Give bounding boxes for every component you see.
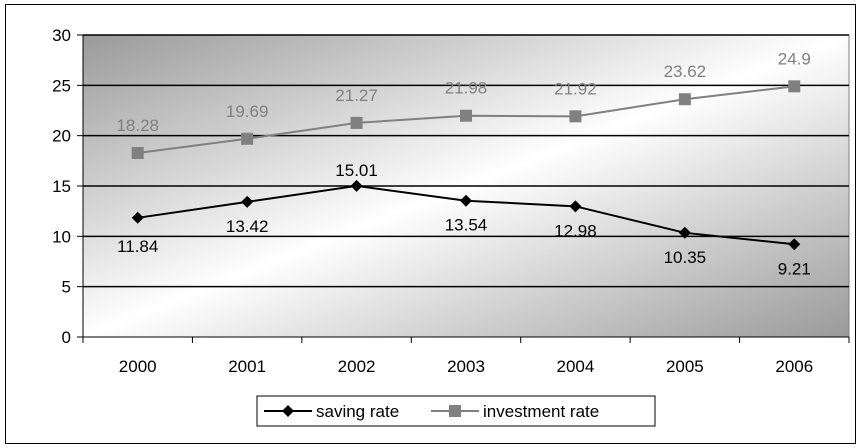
legend-label: investment rate [483, 402, 599, 421]
gridlines [83, 34, 849, 288]
series-saving-rate: 11.84 13.42 15.01 13.54 12.98 10.35 9.21 [117, 161, 811, 278]
y-tick-label: 25 [52, 76, 71, 95]
y-tick-label: 10 [52, 227, 71, 246]
data-label: 11.84 [117, 237, 158, 256]
data-point [350, 179, 363, 192]
data-label: 9.21 [778, 259, 811, 278]
data-point [131, 146, 144, 159]
data-point [241, 195, 254, 208]
data-point [678, 226, 691, 239]
data-point [131, 211, 144, 224]
data-point [350, 116, 363, 129]
data-point [460, 194, 472, 207]
data-point [241, 132, 254, 145]
y-axis-ticks: 0 5 10 15 20 25 30 [52, 26, 83, 347]
data-point [788, 80, 801, 93]
x-tick-label: 2002 [338, 357, 376, 376]
data-point [569, 200, 582, 213]
y-tick-label: 30 [52, 26, 71, 45]
data-label: 24.9 [778, 49, 811, 68]
data-label: 21.98 [445, 79, 488, 98]
x-tick-label: 2001 [228, 357, 266, 376]
data-label: 13.42 [226, 217, 269, 236]
data-label: 19.69 [226, 102, 269, 121]
y-tick-label: 20 [52, 127, 71, 146]
y-tick-label: 0 [62, 328, 71, 347]
x-tick-label: 2000 [119, 357, 157, 376]
data-point [678, 93, 691, 106]
data-label: 18.28 [116, 116, 159, 135]
x-tick-label: 2004 [557, 357, 595, 376]
legend: saving rate investment rate [256, 395, 656, 427]
y-tick-label: 15 [52, 177, 71, 196]
data-label: 23.62 [664, 62, 707, 81]
y-tick-label: 5 [62, 278, 71, 297]
data-label: 21.92 [554, 79, 597, 98]
data-label: 12.98 [554, 221, 597, 240]
legend-marker [282, 405, 294, 417]
data-label: 13.54 [445, 216, 488, 235]
legend-label: saving rate [316, 402, 399, 421]
data-point [460, 109, 472, 122]
x-tick-label: 2003 [447, 357, 485, 376]
data-label: 10.35 [664, 248, 707, 267]
data-point [788, 238, 801, 251]
series-investment-rate: 18.28 19.69 21.27 21.98 21.92 23.62 24.9 [116, 49, 811, 159]
legend-marker [449, 405, 461, 417]
x-axis-ticks: 2000 2001 2002 2003 2004 2005 2006 [82, 337, 850, 376]
x-tick-label: 2005 [666, 357, 704, 376]
data-point [569, 110, 582, 123]
data-label: 21.27 [335, 86, 378, 105]
x-tick-label: 2006 [775, 357, 813, 376]
data-label: 15.01 [335, 161, 378, 180]
